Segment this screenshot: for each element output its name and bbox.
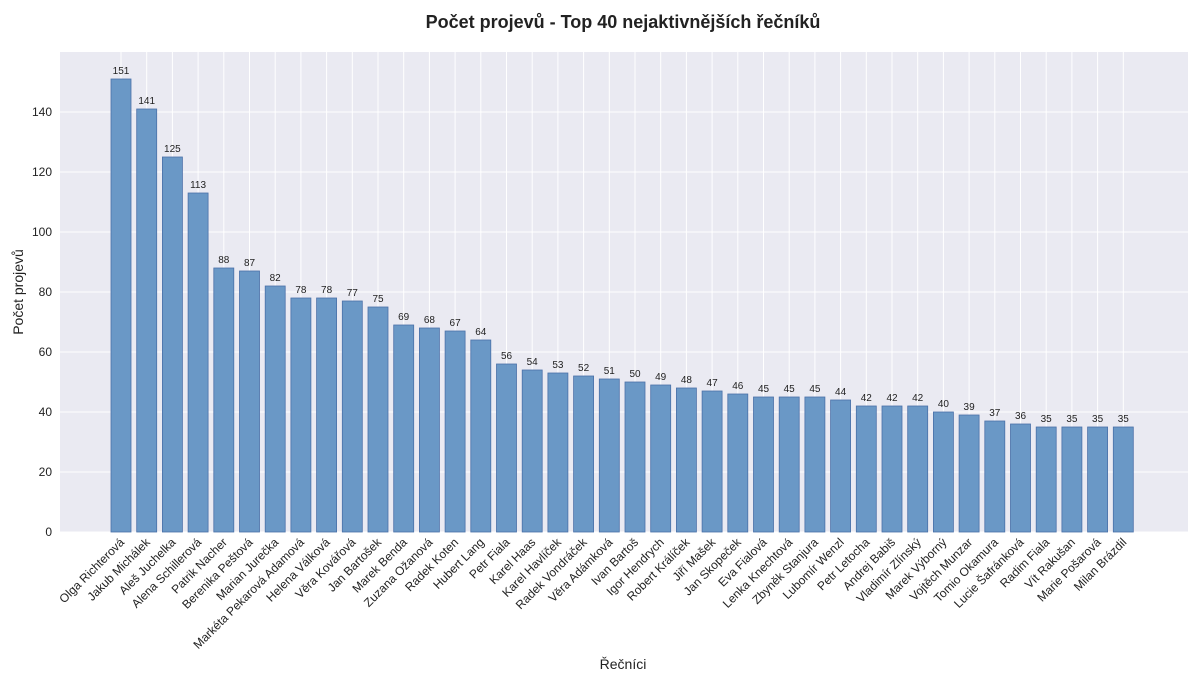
bar (598, 378, 620, 533)
bar (855, 405, 877, 533)
value-label: 52 (578, 363, 590, 374)
bar (804, 396, 826, 533)
bar (136, 108, 158, 533)
value-label: 47 (707, 378, 719, 389)
bar (650, 384, 672, 533)
y-tick-label: 0 (45, 525, 52, 539)
value-label: 75 (372, 294, 384, 305)
value-label: 125 (164, 144, 181, 155)
value-label: 42 (912, 393, 924, 404)
bar (444, 330, 466, 533)
bar (933, 411, 954, 533)
bar (547, 372, 569, 533)
value-label: 51 (604, 366, 616, 377)
chart-title: Počet projevů - Top 40 nejaktivnějších ř… (426, 12, 821, 32)
value-label: 35 (1041, 414, 1053, 425)
x-axis-label: Řečníci (600, 656, 647, 672)
bar (290, 297, 312, 533)
y-tick-label: 100 (32, 225, 52, 239)
bar (984, 420, 1006, 533)
value-label: 54 (527, 357, 539, 368)
value-label: 49 (655, 372, 667, 383)
bar (239, 270, 260, 533)
bar (753, 396, 774, 533)
bar (958, 414, 980, 533)
value-label: 56 (501, 351, 513, 362)
value-label: 77 (347, 288, 359, 299)
value-label: 44 (835, 387, 847, 398)
bar (470, 339, 492, 533)
bar (701, 390, 723, 533)
value-label: 82 (270, 273, 282, 284)
y-tick-label: 120 (32, 165, 52, 179)
y-axis-label: Počet projevů (10, 249, 26, 335)
bar (316, 297, 338, 533)
value-label: 45 (758, 384, 770, 395)
value-label: 35 (1066, 414, 1078, 425)
value-label: 42 (861, 393, 873, 404)
bar (907, 405, 929, 533)
value-label: 69 (398, 312, 410, 323)
bar (1035, 426, 1057, 533)
value-label: 46 (732, 381, 744, 392)
bar (881, 405, 903, 533)
bar (778, 396, 800, 533)
value-label: 87 (244, 258, 256, 269)
value-label: 37 (989, 408, 1001, 419)
y-tick-label: 80 (39, 285, 53, 299)
bar (830, 399, 851, 533)
bar (367, 306, 389, 533)
bar (161, 156, 183, 533)
value-label: 113 (190, 180, 206, 191)
bar (676, 387, 697, 533)
bar (1112, 426, 1134, 533)
bar (264, 285, 286, 533)
value-label: 78 (321, 285, 333, 296)
value-label: 88 (218, 255, 230, 266)
bar (110, 78, 132, 533)
y-tick-label: 20 (39, 465, 53, 479)
value-label: 50 (629, 369, 641, 380)
bar (1087, 426, 1108, 533)
y-tick-label: 40 (39, 405, 53, 419)
value-label: 67 (450, 318, 462, 329)
bar (573, 375, 594, 533)
bar (521, 369, 543, 533)
value-label: 40 (938, 399, 950, 410)
value-label: 78 (295, 285, 307, 296)
y-tick-label: 60 (39, 345, 53, 359)
bar (213, 267, 235, 533)
bar (341, 300, 363, 533)
bar (187, 192, 209, 533)
value-label: 45 (784, 384, 796, 395)
bar (418, 327, 440, 533)
value-label: 151 (113, 66, 130, 77)
value-label: 36 (1015, 411, 1027, 422)
y-tick-label: 140 (32, 105, 52, 119)
bar (1010, 423, 1031, 533)
bar (393, 324, 415, 533)
value-label: 35 (1118, 414, 1130, 425)
value-label: 64 (475, 327, 487, 338)
value-label: 68 (424, 315, 436, 326)
bar (1061, 426, 1083, 533)
bar (624, 381, 646, 533)
value-label: 141 (138, 96, 155, 107)
bar (727, 393, 749, 533)
bar (496, 363, 517, 533)
value-label: 45 (809, 384, 821, 395)
value-label: 53 (552, 360, 564, 371)
value-label: 35 (1092, 414, 1104, 425)
value-label: 48 (681, 375, 693, 386)
value-label: 42 (886, 393, 898, 404)
value-label: 39 (964, 402, 976, 413)
